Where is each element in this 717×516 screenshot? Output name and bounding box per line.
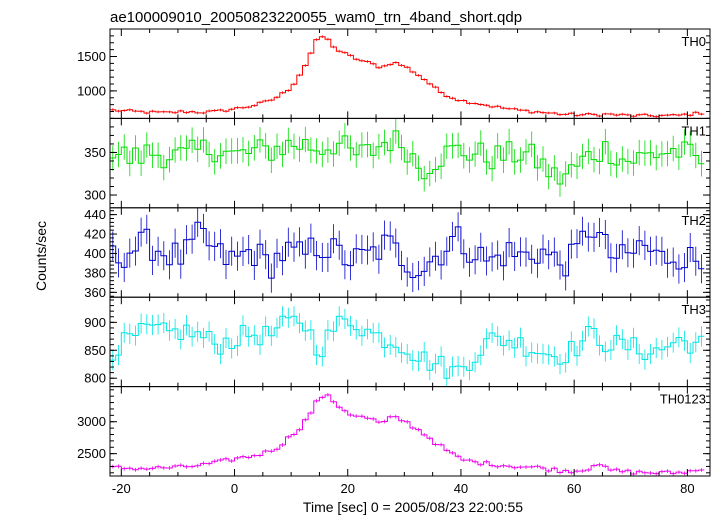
panel-label-th1: TH1: [681, 123, 706, 138]
y-tick-label: 350: [84, 145, 106, 160]
panel-label-th3: TH3: [681, 302, 706, 317]
y-axis-label: Counts/sec: [33, 221, 49, 291]
x-tick-label: 0: [231, 481, 238, 496]
data-line: [110, 221, 705, 279]
y-tick-label: 360: [84, 285, 106, 300]
series-th0123: [110, 393, 705, 476]
y-tick-label: 800: [84, 371, 106, 386]
y-tick-label: 300: [84, 188, 106, 203]
data-line: [110, 394, 705, 475]
y-tick-label: 2500: [77, 446, 106, 461]
series-th1: [110, 118, 705, 197]
series-th3: [110, 306, 705, 387]
panel-th0123: 2500 3000 TH0123: [77, 386, 711, 477]
x-tick-label: -20: [112, 481, 131, 496]
error-bars: [112, 306, 702, 387]
series-th0: [110, 35, 705, 118]
x-tick-label: 60: [567, 481, 581, 496]
error-bars: [112, 207, 702, 293]
x-axis-label: Time [sec] 0 = 2005/08/23 22:00:55: [303, 499, 523, 515]
panel-label-th2: TH2: [681, 213, 706, 228]
data-line: [110, 130, 705, 185]
panel-label-th0: TH0: [681, 34, 706, 49]
panels: 1000 1500 TH0 300 350 TH1 360 380 400 420 440 TH2 80…: [77, 28, 711, 477]
y-tick-label: 1000: [77, 83, 106, 98]
panel-frame: [109, 117, 711, 209]
x-tick-label: 20: [341, 481, 355, 496]
panel-th3: 800 850 900 TH3: [84, 296, 711, 388]
x-axis-tick-labels: -20 0 20 40 60 80: [112, 481, 695, 496]
y-tick-label: 850: [84, 343, 106, 358]
y-tick-label: 900: [84, 315, 106, 330]
panel-th1: 300 350 TH1: [84, 117, 711, 209]
x-tick-label: 40: [454, 481, 468, 496]
panel-frame: [109, 386, 711, 477]
y-tick-label: 420: [84, 227, 106, 242]
data-line: [110, 315, 705, 379]
chart-title: ae100009010_20050823220055_wam0_trn_4ban…: [110, 9, 522, 26]
y-tick-label: 400: [84, 246, 106, 261]
x-tick-label: 80: [680, 481, 694, 496]
data-line: [110, 36, 705, 118]
panel-frame: [109, 207, 711, 298]
y-tick-label: 380: [84, 265, 106, 280]
y-tick-label: 1500: [77, 49, 106, 64]
error-bars: [112, 35, 702, 118]
series-th2: [110, 207, 705, 293]
panel-frame: [109, 28, 711, 119]
error-bars: [112, 118, 702, 197]
panel-frame: [109, 296, 711, 388]
y-tick-label: 3000: [77, 414, 106, 429]
y-tick-label: 440: [84, 207, 106, 222]
panel-th0: 1000 1500 TH0: [77, 28, 711, 119]
panel-th2: 360 380 400 420 440 TH2: [84, 207, 711, 300]
panel-label-th0123: TH0123: [660, 392, 706, 407]
